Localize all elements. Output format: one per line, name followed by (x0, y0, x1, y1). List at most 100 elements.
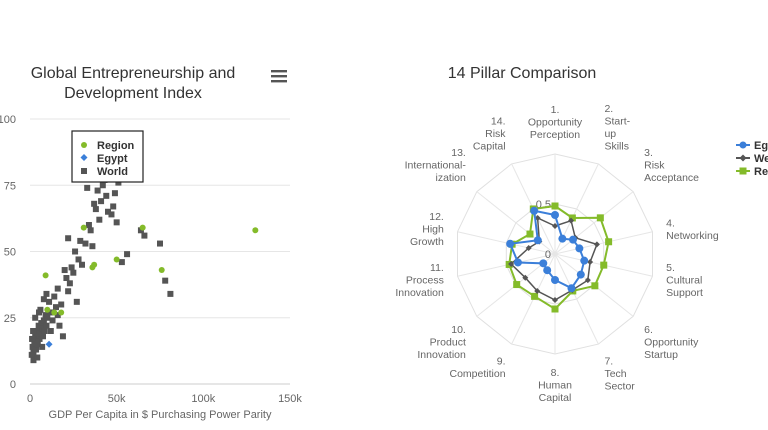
scatter-point-world[interactable] (33, 338, 40, 345)
scatter-point-world[interactable] (40, 296, 47, 303)
scatter-point-world[interactable] (30, 357, 37, 364)
radar-point-eg[interactable] (551, 276, 559, 284)
scatter-point-world[interactable] (29, 335, 36, 342)
scatter-point-world[interactable] (137, 227, 144, 234)
scatter-point-world[interactable] (70, 269, 77, 276)
scatter-point-world[interactable] (65, 235, 72, 242)
scatter-point-world[interactable] (56, 322, 63, 329)
radar-point-eg[interactable] (543, 266, 552, 275)
scatter-point-world[interactable] (167, 290, 174, 297)
radar-point-re[interactable] (605, 238, 613, 246)
scatter-point-world[interactable] (32, 314, 39, 321)
legend-item-egypt[interactable]: Egypt (80, 153, 128, 165)
scatter-point-world[interactable] (58, 301, 65, 308)
scatter-point-world[interactable] (33, 346, 40, 353)
scatter-point-world[interactable] (40, 333, 46, 340)
scatter-point-region[interactable] (44, 306, 51, 313)
radar-point-eg[interactable] (539, 259, 548, 268)
scatter-point-region[interactable] (158, 267, 165, 274)
radar-point-eg[interactable] (575, 244, 584, 253)
chart-menu-button[interactable] (268, 66, 290, 86)
radar-point-we[interactable] (593, 241, 600, 248)
scatter-point-world[interactable] (30, 328, 37, 334)
scatter-point-world[interactable] (29, 343, 36, 350)
scatter-point-world[interactable] (49, 317, 56, 324)
scatter-point-region[interactable] (91, 261, 98, 268)
scatter-point-world[interactable] (89, 243, 96, 250)
scatter-point-world[interactable] (113, 219, 120, 226)
scatter-point-world[interactable] (141, 232, 148, 239)
scatter-point-region[interactable] (252, 227, 259, 234)
legend-item-region[interactable]: Region (81, 140, 135, 152)
scatter-point-region[interactable] (80, 224, 87, 231)
scatter-point-world[interactable] (47, 309, 54, 316)
scatter-point-world[interactable] (77, 237, 84, 244)
scatter-point-world[interactable] (108, 211, 115, 218)
radar-point-we[interactable] (534, 287, 541, 294)
radar-point-re[interactable] (596, 214, 604, 222)
scatter-point-world[interactable] (34, 354, 41, 361)
scatter-point-world[interactable] (51, 293, 58, 300)
scatter-point-world[interactable] (105, 208, 111, 215)
radar-point-eg[interactable] (580, 256, 589, 265)
scatter-point-world[interactable] (66, 280, 73, 287)
scatter-point-world[interactable] (87, 227, 94, 234)
scatter-point-world[interactable] (44, 314, 51, 321)
radar-point-eg[interactable] (567, 284, 576, 293)
radar-point-we[interactable] (508, 261, 515, 268)
radar-point-re[interactable] (531, 292, 539, 300)
scatter-point-world[interactable] (36, 309, 43, 316)
scatter-point-region[interactable] (51, 309, 58, 316)
scatter-point-world[interactable] (54, 312, 61, 319)
scatter-point-world[interactable] (79, 261, 85, 268)
scatter-point-region[interactable] (113, 256, 120, 263)
scatter-point-world[interactable] (99, 182, 106, 189)
scatter-point-region[interactable] (42, 272, 49, 279)
scatter-point-world[interactable] (110, 203, 117, 210)
legend-item-re[interactable]: Re (736, 166, 768, 178)
radar-point-re[interactable] (513, 281, 521, 289)
scatter-point-world[interactable] (68, 264, 75, 271)
scatter-point-world[interactable] (124, 251, 131, 258)
radar-point-eg[interactable] (506, 239, 515, 248)
radar-point-we[interactable] (587, 259, 594, 266)
radar-point-eg[interactable] (558, 234, 567, 243)
scatter-point-world[interactable] (98, 198, 105, 205)
scatter-point-world[interactable] (103, 192, 110, 199)
scatter-point-world[interactable] (43, 290, 50, 297)
scatter-point-world[interactable] (40, 317, 47, 324)
scatter-point-world[interactable] (43, 322, 50, 329)
radar-point-we[interactable] (525, 244, 532, 251)
scatter-point-world[interactable] (111, 190, 118, 197)
radar-point-we[interactable] (568, 217, 575, 224)
scatter-point-world[interactable] (61, 267, 68, 274)
scatter-point-world[interactable] (54, 285, 61, 292)
radar-point-re[interactable] (551, 305, 559, 313)
radar-point-we[interactable] (552, 297, 558, 303)
legend-item-world[interactable]: World (81, 166, 128, 178)
radar-point-re[interactable] (568, 214, 576, 222)
scatter-point-world[interactable] (39, 343, 46, 350)
radar-point-eg[interactable] (576, 270, 585, 279)
radar-point-eg[interactable] (533, 236, 542, 245)
scatter-point-world[interactable] (36, 335, 43, 342)
radar-point-eg[interactable] (513, 258, 522, 267)
scatter-point-world[interactable] (118, 259, 125, 266)
scatter-point-world[interactable] (96, 216, 103, 223)
radar-point-re[interactable] (591, 282, 599, 290)
scatter-point-world[interactable] (72, 248, 79, 255)
scatter-point-world[interactable] (115, 179, 122, 186)
scatter-point-world[interactable] (33, 328, 40, 334)
scatter-point-region[interactable] (139, 224, 146, 231)
scatter-point-world[interactable] (91, 200, 98, 207)
scatter-point-world[interactable] (157, 240, 163, 247)
scatter-point-world[interactable] (32, 333, 39, 340)
scatter-point-world[interactable] (73, 298, 80, 305)
radar-point-we[interactable] (552, 223, 558, 229)
legend-item-we[interactable]: We (736, 153, 768, 165)
scatter-point-world[interactable] (92, 206, 99, 213)
radar-point-we[interactable] (522, 274, 529, 281)
legend-item-eg[interactable]: Eg (736, 140, 768, 152)
radar-point-we[interactable] (584, 277, 591, 284)
scatter-point-world[interactable] (53, 304, 59, 311)
